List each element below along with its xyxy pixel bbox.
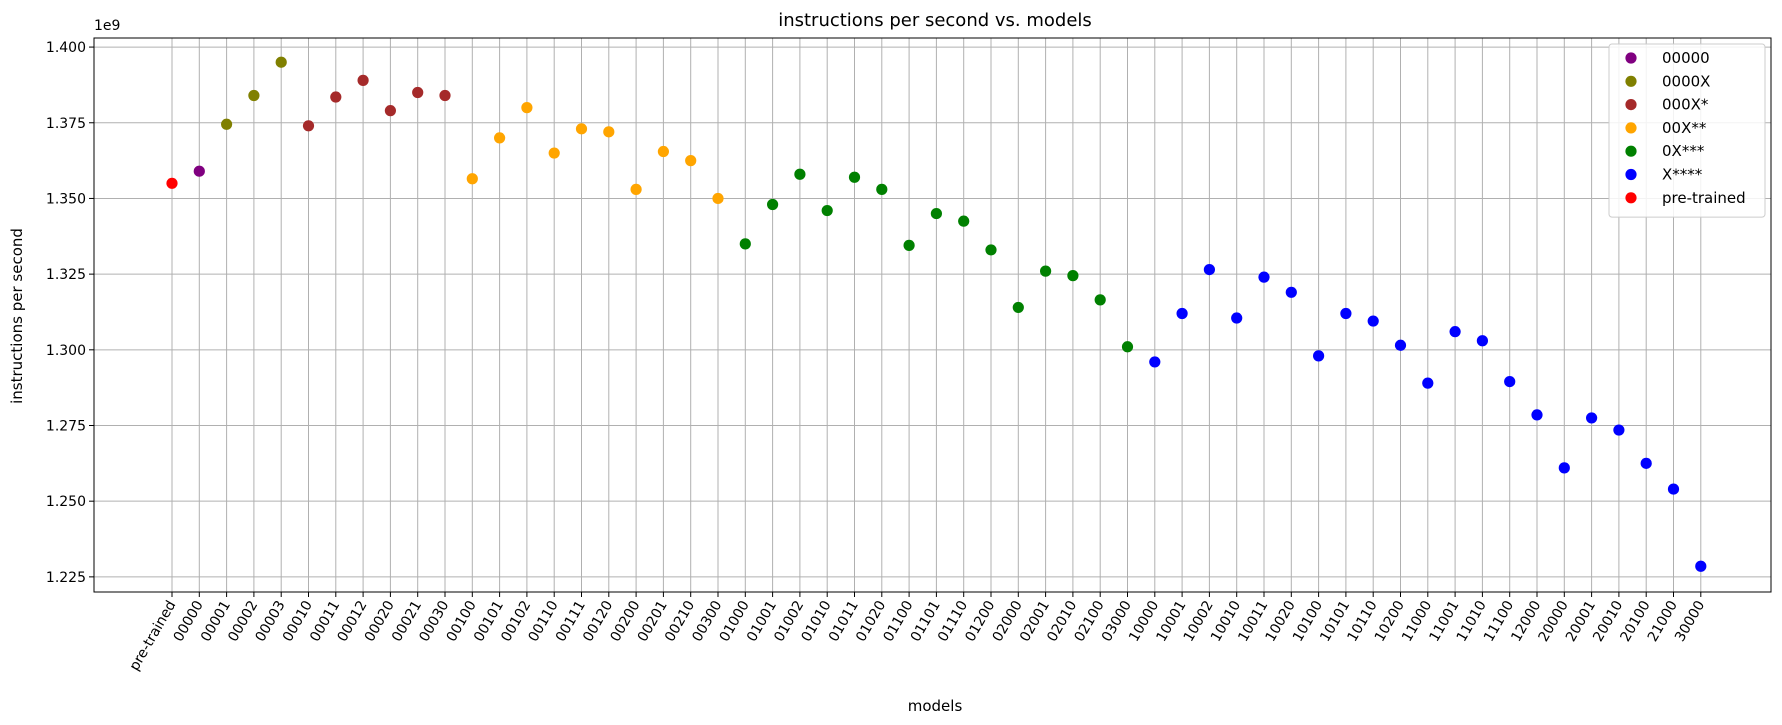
data-point <box>985 244 997 256</box>
legend-entry: X**** <box>1662 166 1703 184</box>
data-point <box>1558 462 1570 474</box>
data-point <box>248 89 260 102</box>
data-point <box>1203 263 1215 276</box>
data-point <box>1394 339 1407 351</box>
data-point <box>1422 377 1434 389</box>
data-point <box>193 165 205 177</box>
y-axis-label: instructions per second <box>8 228 26 404</box>
data-point <box>221 118 233 130</box>
data-point <box>603 126 615 138</box>
data-point <box>1340 307 1352 320</box>
data-point <box>1504 376 1516 388</box>
data-point <box>1012 301 1024 314</box>
data-point <box>1067 270 1079 282</box>
data-point <box>1531 409 1543 421</box>
legend-marker <box>1625 122 1637 134</box>
y-axis-ticks: 1.225 1.250 1.275 1.300 1.325 1.350 1.375 1.400 <box>46 40 94 586</box>
data-point <box>848 171 861 183</box>
data-point <box>1121 341 1134 353</box>
data-point <box>1640 457 1652 469</box>
y-tick-label: 1.275 <box>46 418 86 434</box>
data-point <box>712 192 724 205</box>
y-axis-offset-label: 1e9 <box>94 18 120 34</box>
data-point <box>767 198 779 211</box>
data-point <box>1449 326 1461 338</box>
data-point <box>794 168 806 180</box>
data-point <box>384 105 396 117</box>
legend-marker <box>1625 52 1637 64</box>
legend-frame <box>1608 43 1766 218</box>
y-tick-label: 1.375 <box>46 116 86 132</box>
data-point <box>521 102 533 114</box>
data-point <box>821 204 833 217</box>
legend-entry: pre-trained <box>1662 189 1746 207</box>
data-point <box>1040 265 1052 277</box>
data-point <box>466 173 478 185</box>
data-point <box>903 239 915 251</box>
data-point <box>1367 315 1379 327</box>
data-point <box>494 132 506 144</box>
data-point <box>575 123 588 135</box>
data-point <box>876 183 888 195</box>
data-point <box>1258 271 1270 283</box>
y-tick-label: 1.400 <box>46 40 86 56</box>
legend-marker <box>1625 75 1637 87</box>
data-point <box>1695 560 1707 572</box>
y-tick-label: 1.300 <box>46 343 86 359</box>
y-tick-label: 1.250 <box>46 494 86 510</box>
chart-title: instructions per second vs. models <box>778 10 1092 31</box>
x-axis-label: models <box>908 697 963 715</box>
y-tick-label: 1.325 <box>46 267 86 283</box>
data-point <box>657 145 670 158</box>
legend: 00000 0000X 000X* 00X** 0X*** X**** pre-traine… <box>1608 43 1766 218</box>
data-point <box>330 91 342 103</box>
data-point <box>1613 424 1625 436</box>
data-points <box>166 56 1707 572</box>
data-point <box>1476 335 1488 347</box>
data-point <box>630 183 642 195</box>
data-point <box>1586 412 1598 424</box>
data-point <box>357 74 369 86</box>
data-point <box>1285 286 1297 298</box>
legend-marker <box>1625 145 1637 157</box>
data-point <box>412 86 424 99</box>
data-point <box>1231 312 1243 324</box>
legend-entry: 00X** <box>1662 119 1707 137</box>
legend-marker <box>1625 168 1637 181</box>
legend-marker <box>1625 192 1637 204</box>
x-axis-ticks: pre-trained00000000010000200003000100001… <box>127 592 1708 674</box>
data-point <box>1094 294 1106 306</box>
data-point <box>685 155 697 167</box>
data-point <box>1313 350 1325 362</box>
legend-entry: 0000X <box>1662 72 1710 90</box>
data-point <box>1667 483 1680 495</box>
data-point <box>958 215 970 227</box>
data-point <box>275 56 287 68</box>
data-point <box>1149 356 1161 368</box>
data-point <box>439 89 451 102</box>
data-point <box>1176 307 1188 320</box>
legend-entry: 000X* <box>1662 96 1709 114</box>
y-tick-label: 1.350 <box>46 191 86 207</box>
legend-marker <box>1625 99 1637 111</box>
plot-frame <box>93 37 1772 593</box>
data-point <box>739 238 751 250</box>
data-point <box>166 177 178 189</box>
legend-entry: 00000 <box>1662 49 1710 67</box>
data-point <box>548 147 560 159</box>
data-point <box>930 207 943 220</box>
y-tick-label: 1.225 <box>46 570 86 586</box>
data-point <box>302 120 315 132</box>
grid-lines <box>94 38 1771 592</box>
legend-entry: 0X*** <box>1662 142 1705 160</box>
